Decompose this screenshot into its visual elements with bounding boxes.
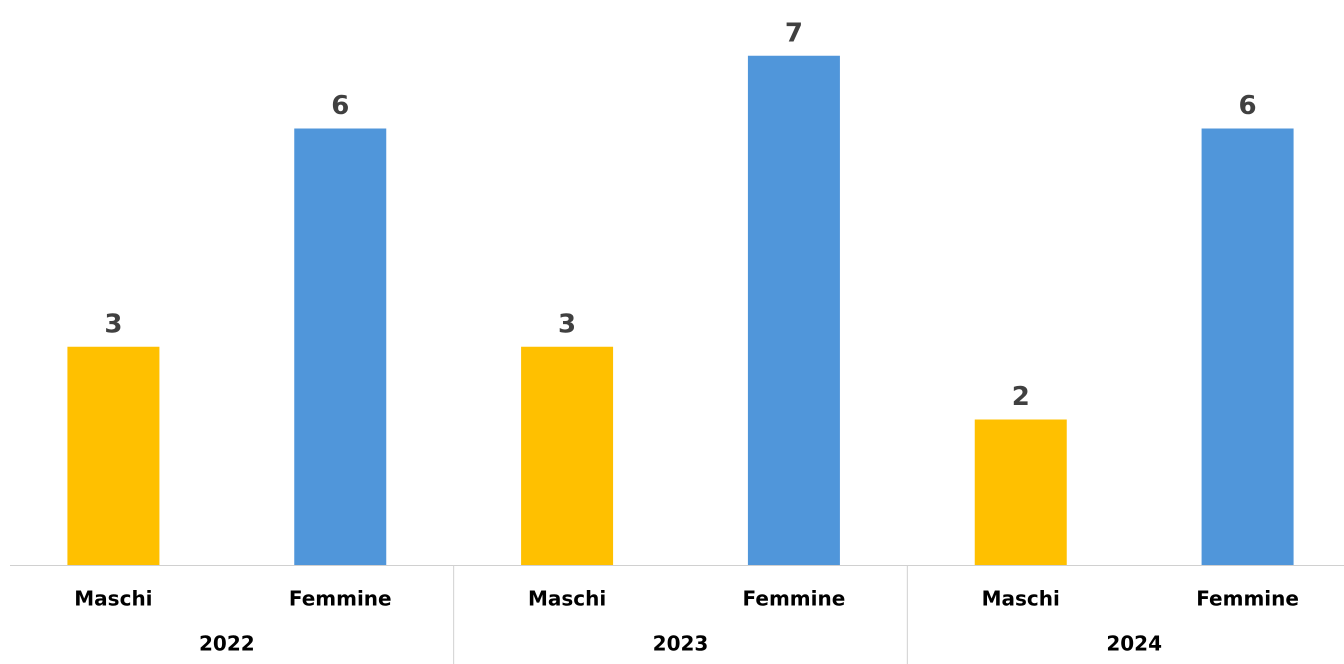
bar [294, 128, 387, 565]
group-label: 2023 [653, 632, 709, 656]
x-tick-label: Maschi [982, 587, 1060, 611]
value-label: 3 [558, 309, 576, 339]
x-tick-label: Femmine [1196, 587, 1299, 611]
bar [67, 346, 160, 565]
bar [974, 419, 1067, 565]
value-label: 7 [785, 18, 803, 48]
bar [747, 55, 840, 565]
x-tick-label: Femmine [289, 587, 392, 611]
x-tick-label: Maschi [74, 587, 152, 611]
bar [1201, 128, 1294, 565]
x-tick-label: Femmine [743, 587, 846, 611]
group-label: 2024 [1106, 632, 1162, 656]
value-label: 3 [104, 309, 122, 339]
value-label: 2 [1012, 382, 1030, 412]
value-label: 6 [1239, 91, 1257, 121]
x-tick-label: Maschi [528, 587, 606, 611]
value-label: 6 [331, 91, 349, 121]
group-label: 2022 [199, 632, 255, 656]
bar [521, 346, 614, 565]
